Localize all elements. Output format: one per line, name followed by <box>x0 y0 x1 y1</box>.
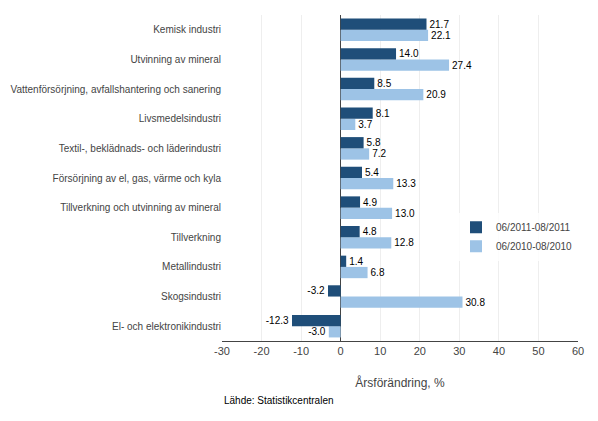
svg-text:Vattenförsörjning, avfallshant: Vattenförsörjning, avfallshantering och … <box>11 84 222 95</box>
svg-text:Tillverkning och utvinning av: Tillverkning och utvinning av mineral <box>60 202 221 213</box>
svg-text:Skogsindustri: Skogsindustri <box>161 291 221 302</box>
svg-text:-20: -20 <box>254 345 270 357</box>
svg-text:Kemisk industri: Kemisk industri <box>153 24 221 35</box>
svg-text:-10: -10 <box>293 345 309 357</box>
svg-text:6.8: 6.8 <box>371 267 385 278</box>
svg-text:12.8: 12.8 <box>394 237 414 248</box>
svg-text:40: 40 <box>493 345 505 357</box>
svg-text:0: 0 <box>338 345 344 357</box>
svg-text:30.8: 30.8 <box>466 297 486 308</box>
svg-text:20.9: 20.9 <box>426 89 446 100</box>
svg-text:13.0: 13.0 <box>395 208 415 219</box>
svg-text:Årsförändring, %: Årsförändring, % <box>355 375 445 390</box>
svg-text:20: 20 <box>414 345 426 357</box>
svg-text:06/2011-08/2011: 06/2011-08/2011 <box>496 222 571 233</box>
svg-text:30: 30 <box>453 345 465 357</box>
svg-text:14.0: 14.0 <box>399 48 419 59</box>
svg-text:5.4: 5.4 <box>365 167 379 178</box>
svg-text:50: 50 <box>532 345 544 357</box>
svg-text:21.7: 21.7 <box>430 19 450 30</box>
svg-text:Försörjning av el, gas, värme: Försörjning av el, gas, värme och kyla <box>53 173 222 184</box>
svg-text:Lähde: Statistikcentralen: Lähde: Statistikcentralen <box>224 395 334 406</box>
svg-text:22.1: 22.1 <box>431 30 451 41</box>
svg-text:60: 60 <box>572 345 584 357</box>
svg-text:Tillverkning: Tillverkning <box>171 232 221 243</box>
svg-text:8.1: 8.1 <box>376 108 390 119</box>
svg-text:4.9: 4.9 <box>363 197 377 208</box>
svg-text:06/2010-08/2010: 06/2010-08/2010 <box>496 241 572 252</box>
svg-text:13.3: 13.3 <box>396 178 416 189</box>
svg-text:Metallindustri: Metallindustri <box>162 261 221 272</box>
svg-text:7.2: 7.2 <box>372 148 386 159</box>
svg-text:El- och elektronikindustri: El- och elektronikindustri <box>112 321 221 332</box>
svg-text:Utvinning av mineral: Utvinning av mineral <box>130 54 221 65</box>
svg-text:10: 10 <box>374 345 386 357</box>
svg-text:8.5: 8.5 <box>377 78 391 89</box>
svg-text:4.8: 4.8 <box>363 226 377 237</box>
svg-text:5.8: 5.8 <box>367 137 381 148</box>
svg-text:-3.2: -3.2 <box>307 285 325 296</box>
svg-text:1.4: 1.4 <box>349 256 363 267</box>
svg-text:Livsmedelsindustri: Livsmedelsindustri <box>139 113 221 124</box>
svg-text:-12.3: -12.3 <box>266 315 289 326</box>
svg-text:Textil-, beklädnads- och läder: Textil-, beklädnads- och läderindustri <box>59 143 221 154</box>
svg-text:-3.0: -3.0 <box>308 326 326 337</box>
svg-text:-30: -30 <box>214 345 230 357</box>
svg-text:27.4: 27.4 <box>452 60 472 71</box>
svg-text:3.7: 3.7 <box>358 119 372 130</box>
